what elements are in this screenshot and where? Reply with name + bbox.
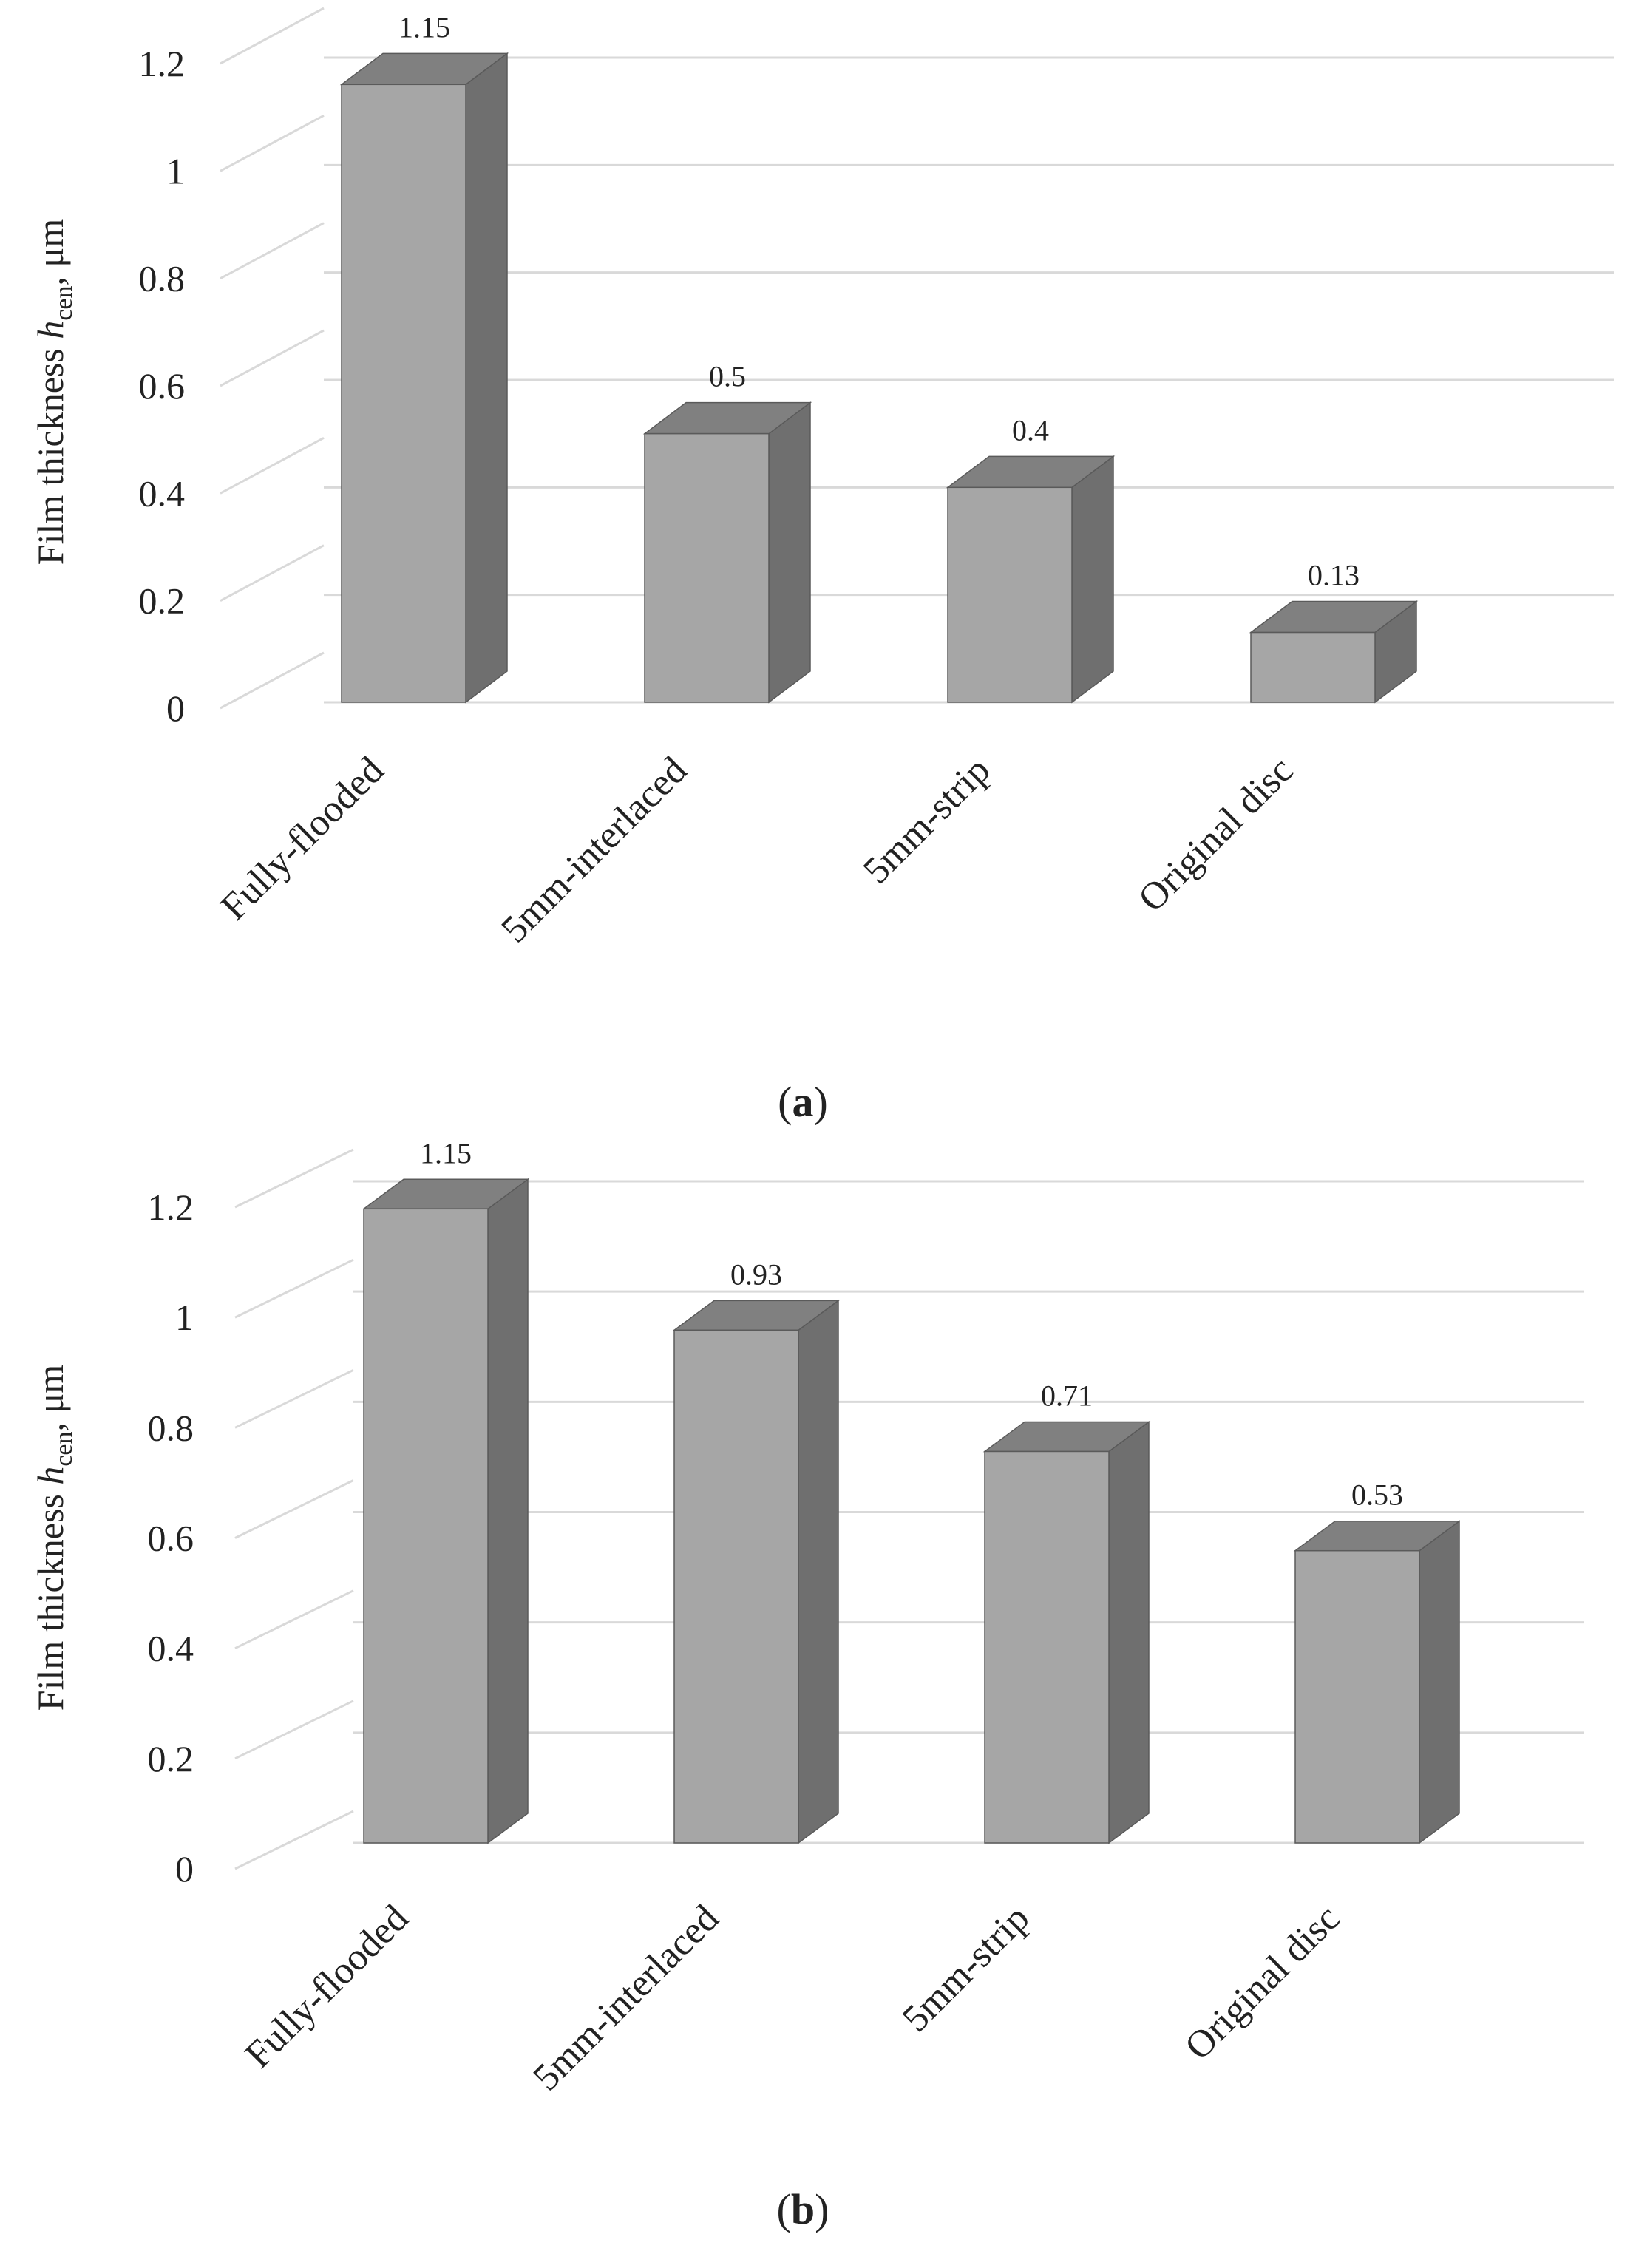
data-label-b-0: 1.15 <box>420 1136 472 1169</box>
y-tick-label-a-3: 0.6 <box>139 365 186 407</box>
y-tick-label-b-6: 1.2 <box>148 1186 194 1228</box>
y-axis-title-b: Film thickness hcen, μm <box>30 1365 78 1711</box>
bar-b-2 <box>982 1420 1151 1844</box>
bar-a-0 <box>339 52 509 704</box>
y-tick-label-a-2: 0.4 <box>139 472 186 514</box>
category-label-a-2: 5mm-strip <box>855 749 999 892</box>
gridline-diag-b-0 <box>234 1810 354 1870</box>
gridline-diag-a-3 <box>220 329 325 387</box>
chart-b: 0 0.2 0.4 0.6 0.8 1 1.2 Film thickness hcen, μm… <box>30 1136 1584 2233</box>
y-tick-label-a-5: 1 <box>166 150 185 191</box>
bar-b-3 <box>1293 1520 1462 1844</box>
y-tick-label-b-5: 1 <box>175 1297 194 1338</box>
gridline-diag-a-2 <box>220 437 325 495</box>
y-tick-label-a-4: 0.8 <box>139 258 186 299</box>
gridline-diag-b-3 <box>234 1479 354 1539</box>
bar-front-a-0 <box>341 84 466 703</box>
y-tick-label-a-0: 0 <box>166 687 185 729</box>
bar-a-1 <box>642 401 812 704</box>
y-tick-label-b-2: 0.4 <box>148 1628 194 1669</box>
bar-front-a-2 <box>947 486 1073 703</box>
y-tick-label-b-4: 0.8 <box>148 1407 194 1448</box>
gridline-diag-a-0 <box>220 651 325 710</box>
y-axis-title-a: Film thickness hcen, μm <box>30 219 78 566</box>
gridline-diag-b-5 <box>234 1258 354 1319</box>
y-tick-label-a-6: 1.2 <box>139 43 186 84</box>
gridline-diag-a-5 <box>220 115 325 172</box>
data-label-b-1: 0.93 <box>730 1257 782 1291</box>
bar-b-1 <box>672 1299 841 1844</box>
gridline-diag-a-4 <box>220 222 325 279</box>
category-label-b-0: Fully-flooded <box>237 1897 417 2077</box>
y-tick-label-b-3: 0.6 <box>148 1518 194 1559</box>
bar-b-0 <box>362 1178 530 1844</box>
bar-front-b-2 <box>984 1450 1110 1844</box>
bar-front-b-1 <box>673 1329 799 1844</box>
bar-a-2 <box>946 455 1116 704</box>
data-label-a-3: 0.13 <box>1308 559 1360 592</box>
bar-front-a-1 <box>644 432 770 703</box>
gridline-diag-a-6 <box>220 7 325 65</box>
data-label-a-1: 0.5 <box>709 360 746 393</box>
gridline-diag-b-1 <box>234 1700 354 1760</box>
bar-side-b-2 <box>1108 1420 1150 1844</box>
chart-a: 0 0.2 0.4 0.6 0.8 1 1.2 Film thickness hcen, μm… <box>30 7 1614 1126</box>
bar-side-b-1 <box>798 1299 839 1844</box>
gridline-diag-b-6 <box>234 1148 354 1209</box>
bar-front-b-0 <box>363 1208 489 1844</box>
gridline-diag-b-2 <box>234 1589 354 1650</box>
category-label-b-2: 5mm-strip <box>895 1897 1038 2040</box>
bar-a-3 <box>1249 600 1419 704</box>
y-tick-label-a-1: 0.2 <box>139 580 186 622</box>
y-tick-label-b-1: 0.2 <box>148 1738 194 1779</box>
bar-side-a-2 <box>1071 455 1114 704</box>
panel-caption-b: (b) <box>777 2185 829 2233</box>
category-label-a-1: 5mm-interlaced <box>493 749 695 951</box>
panel-caption-a: (a) <box>778 1078 828 1126</box>
gridline-diag-b-4 <box>234 1368 354 1429</box>
category-label-a-0: Fully-flooded <box>213 749 393 928</box>
gridline-diag-a-1 <box>220 544 325 602</box>
category-label-b-3: Original disc <box>1177 1897 1348 2068</box>
bar-side-a-0 <box>465 52 508 704</box>
data-label-a-2: 0.4 <box>1012 413 1049 447</box>
bar-side-b-0 <box>487 1178 529 1844</box>
category-label-b-1: 5mm-interlaced <box>525 1897 727 2099</box>
bar-side-a-1 <box>768 401 811 704</box>
bar-side-b-3 <box>1419 1520 1460 1844</box>
category-label-a-3: Original disc <box>1130 749 1301 920</box>
data-label-a-0: 1.15 <box>398 10 450 44</box>
data-label-b-2: 0.71 <box>1041 1379 1093 1412</box>
y-tick-label-b-0: 0 <box>175 1848 194 1890</box>
bar-front-a-3 <box>1250 631 1376 703</box>
bar-front-b-3 <box>1294 1549 1420 1844</box>
data-label-b-3: 0.53 <box>1351 1478 1403 1512</box>
